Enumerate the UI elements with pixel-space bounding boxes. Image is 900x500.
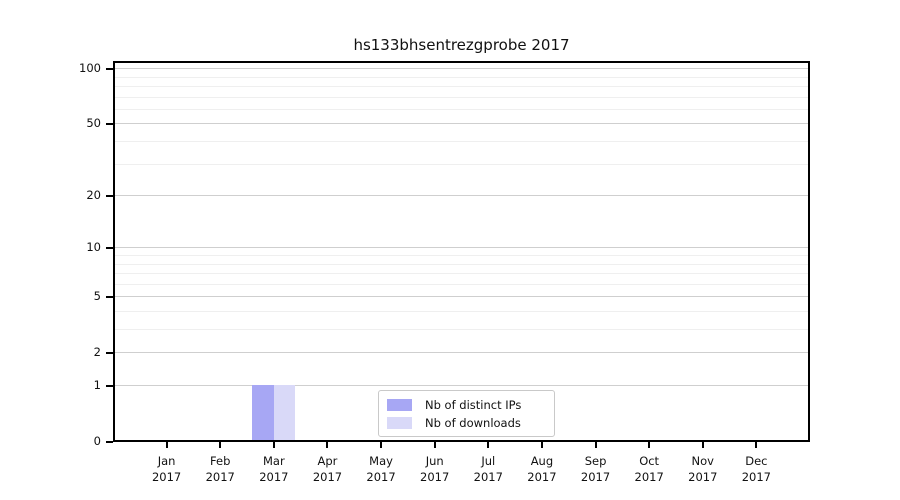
legend-item: Nb of downloads [387,414,546,432]
y-axis-tick [106,122,113,125]
y-axis-tick [106,194,113,197]
right-spine [808,61,810,442]
major-gridline [113,296,810,298]
minor-gridline [113,108,810,110]
legend-swatch [387,417,412,429]
y-tick-label: 5 [93,289,101,304]
x-tick-label: Sep 2017 [580,454,611,484]
minor-gridline [113,255,810,256]
chart-title: hs133bhsentrezgprobe 2017 [353,36,570,54]
top-spine [113,61,810,63]
y-axis-line [113,61,115,442]
x-axis-tick [326,442,329,448]
x-axis-tick [701,442,704,448]
y-axis-tick [106,246,113,249]
plot-area: 0 1 2 5 10 20 50 100 Jan 2017 Feb 2017 Mar 2017 Apr 201… [79,61,810,484]
x-tick-label: Nov 2017 [688,454,718,484]
bar-nb-of-distinct-ips [252,385,274,440]
x-tick-label: May 2017 [366,454,396,484]
y-tick-label: 50 [86,116,101,131]
minor-gridline [113,141,810,143]
x-tick-label: Dec 2017 [741,454,772,484]
legend: Nb of distinct IPs Nb of downloads [378,390,555,437]
y-tick-label: 0 [93,434,101,448]
legend-label: Nb of distinct IPs [425,398,522,412]
x-axis-tick [219,442,222,448]
y-tick-label: 20 [86,188,101,203]
x-axis-tick [433,442,436,448]
minor-gridline [113,96,810,98]
x-axis-tick [648,442,651,448]
x-axis-tick [594,442,597,448]
y-axis-tick [106,440,113,443]
x-axis-tick [755,442,758,448]
minor-gridline [113,263,810,265]
x-axis-tick [165,442,168,448]
minor-gridline [113,283,810,285]
x-axis-line [113,440,810,442]
y-axis-tick [106,295,113,298]
bar-nb-of-downloads [273,385,296,440]
x-tick-label: Mar 2017 [259,454,289,484]
y-tick-label: 10 [86,240,101,255]
major-gridline [113,385,810,386]
x-axis-tick [380,442,383,448]
x-tick-label: Oct 2017 [634,454,664,484]
major-gridline [113,195,810,197]
minor-gridline [113,86,810,88]
legend-item: Nb of distinct IPs [387,396,546,414]
x-tick-label: Apr 2017 [312,454,343,484]
major-gridline [113,247,810,249]
y-tick-label: 100 [79,61,101,76]
minor-gridline [113,273,810,275]
minor-gridline [113,76,810,78]
x-tick-label: Aug 2017 [527,454,557,484]
y-tick-label: 1 [93,378,101,392]
minor-gridline [113,310,810,312]
x-axis-tick [487,442,490,448]
x-tick-label: Jun 2017 [420,454,450,484]
x-tick-label: Feb 2017 [205,454,235,484]
y-tick-label: 2 [93,345,101,360]
minor-gridline [113,329,810,331]
minor-gridline [113,163,810,165]
major-gridline [113,68,810,70]
x-tick-label: Jan 2017 [151,454,182,484]
x-axis-tick [272,442,275,448]
y-axis-tick [106,351,113,354]
legend-label: Nb of downloads [425,416,521,430]
x-tick-label: Jul 2017 [473,454,503,484]
major-gridline [113,352,810,354]
x-axis-tick [540,442,543,448]
major-gridline [113,123,810,125]
y-axis-tick [106,384,113,387]
y-axis-tick [106,67,113,70]
legend-swatch [387,399,412,411]
